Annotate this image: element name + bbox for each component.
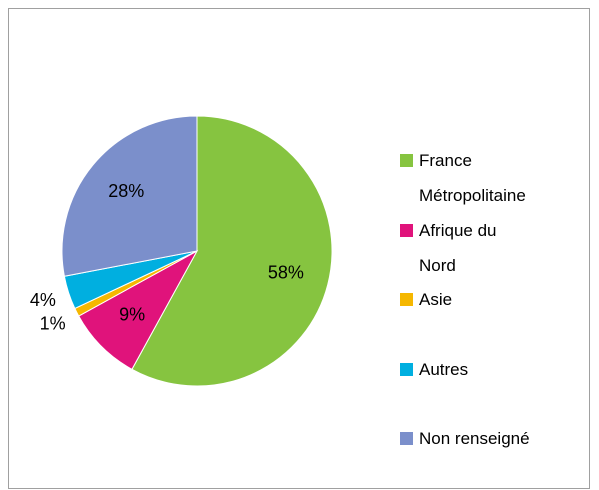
legend-label: Autres [419,359,469,379]
legend-item: France Métropolitaine [400,143,537,213]
legend-label: France Métropolitaine [419,151,526,205]
pie-slice [61,115,198,277]
legend-item: Autres [400,352,468,387]
pie-slice [131,115,333,387]
legend-item: Afrique du Nord [400,213,537,283]
legend-swatch [400,223,413,237]
data-label: 4% [30,290,56,310]
data-label: 28% [108,181,144,201]
legend-item: Non renseigné [400,421,530,456]
data-label: 1% [40,313,66,333]
legend-label: Asie [419,290,453,309]
legend-item: Asie [400,282,452,317]
legend-swatch [400,293,413,306]
legend-swatch [400,154,413,167]
data-label: 9% [119,305,145,325]
legend-swatch [400,432,413,445]
legend-label: Afrique du Nord [419,220,497,275]
frame [8,8,590,489]
legend-swatch [400,362,413,376]
data-label: 58% [268,263,304,283]
legend-label: Non renseigné [419,429,530,448]
